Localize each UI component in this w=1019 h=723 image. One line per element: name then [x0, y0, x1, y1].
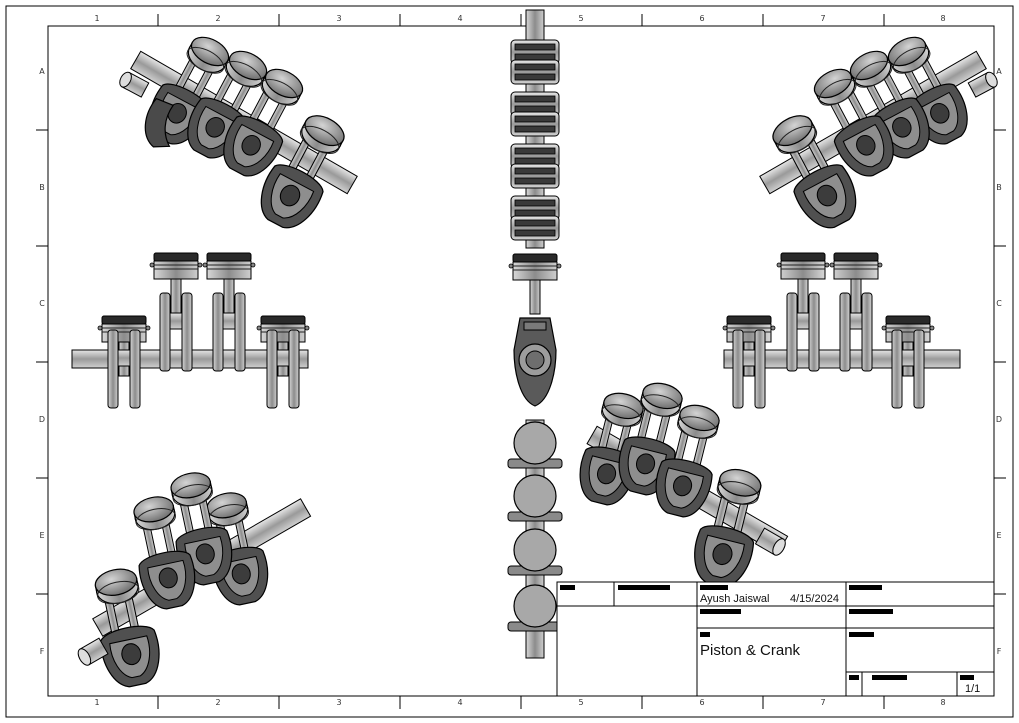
zone-row-label: E: [996, 531, 1002, 540]
zone-row-label: D: [38, 415, 46, 424]
redacted-field: [700, 632, 710, 637]
zone-column-label: 2: [215, 14, 221, 23]
zone-row-label: F: [996, 647, 1002, 656]
zone-column-label: 3: [336, 14, 342, 23]
side-view-piston-rod: [508, 253, 562, 407]
isometric-view-bottom-right: [572, 377, 789, 593]
zone-column-label: 8: [940, 698, 946, 707]
redacted-field: [700, 585, 728, 590]
redacted-field: [849, 609, 893, 614]
sheet-number: 1/1: [965, 683, 981, 695]
zone-column-label: 4: [457, 698, 463, 707]
zone-row-label: C: [39, 299, 45, 308]
bottom-view-piston-tops: [507, 419, 563, 659]
zone-column-label: 7: [820, 14, 826, 23]
zone-column-label: 1: [94, 698, 100, 707]
isometric-view-top-right: [759, 27, 998, 238]
drawing-date: 4/15/2024: [790, 593, 839, 605]
isometric-view-bottom-left: [77, 467, 312, 692]
zone-column-label: 3: [336, 698, 342, 707]
zone-row-label: D: [995, 415, 1003, 424]
top-view-crankshaft: [510, 9, 560, 249]
zone-row-label: B: [39, 183, 45, 192]
isometric-view-top-left: [119, 27, 358, 238]
zone-column-label: 4: [457, 14, 463, 23]
drawing-title: Piston & Crank: [700, 642, 801, 659]
zone-row-label: B: [996, 183, 1002, 192]
zone-column-label: 8: [940, 14, 946, 23]
redacted-field: [960, 675, 974, 680]
author-name: Ayush Jaiswal: [700, 593, 770, 605]
redacted-field: [849, 675, 859, 680]
zone-row-label: A: [996, 67, 1002, 76]
title-block: [556, 581, 995, 697]
zone-column-label: 5: [578, 698, 584, 707]
front-view-right: [722, 252, 961, 409]
redacted-field: [618, 585, 670, 590]
zone-row-label: A: [39, 67, 45, 76]
redacted-field: [872, 675, 907, 680]
zone-row-label: E: [39, 531, 45, 540]
zone-column-label: 6: [699, 698, 705, 707]
redacted-field: [700, 609, 741, 614]
zone-column-label: 2: [215, 698, 221, 707]
zone-column-label: 5: [578, 14, 584, 23]
front-view-left: [71, 252, 310, 409]
zone-column-label: 1: [94, 14, 100, 23]
redacted-field: [560, 585, 575, 590]
zone-column-label: 7: [820, 698, 826, 707]
zone-row-label: C: [996, 299, 1002, 308]
zone-row-label: F: [39, 647, 45, 656]
zone-column-label: 6: [699, 14, 705, 23]
redacted-field: [849, 585, 882, 590]
redacted-field: [849, 632, 874, 637]
